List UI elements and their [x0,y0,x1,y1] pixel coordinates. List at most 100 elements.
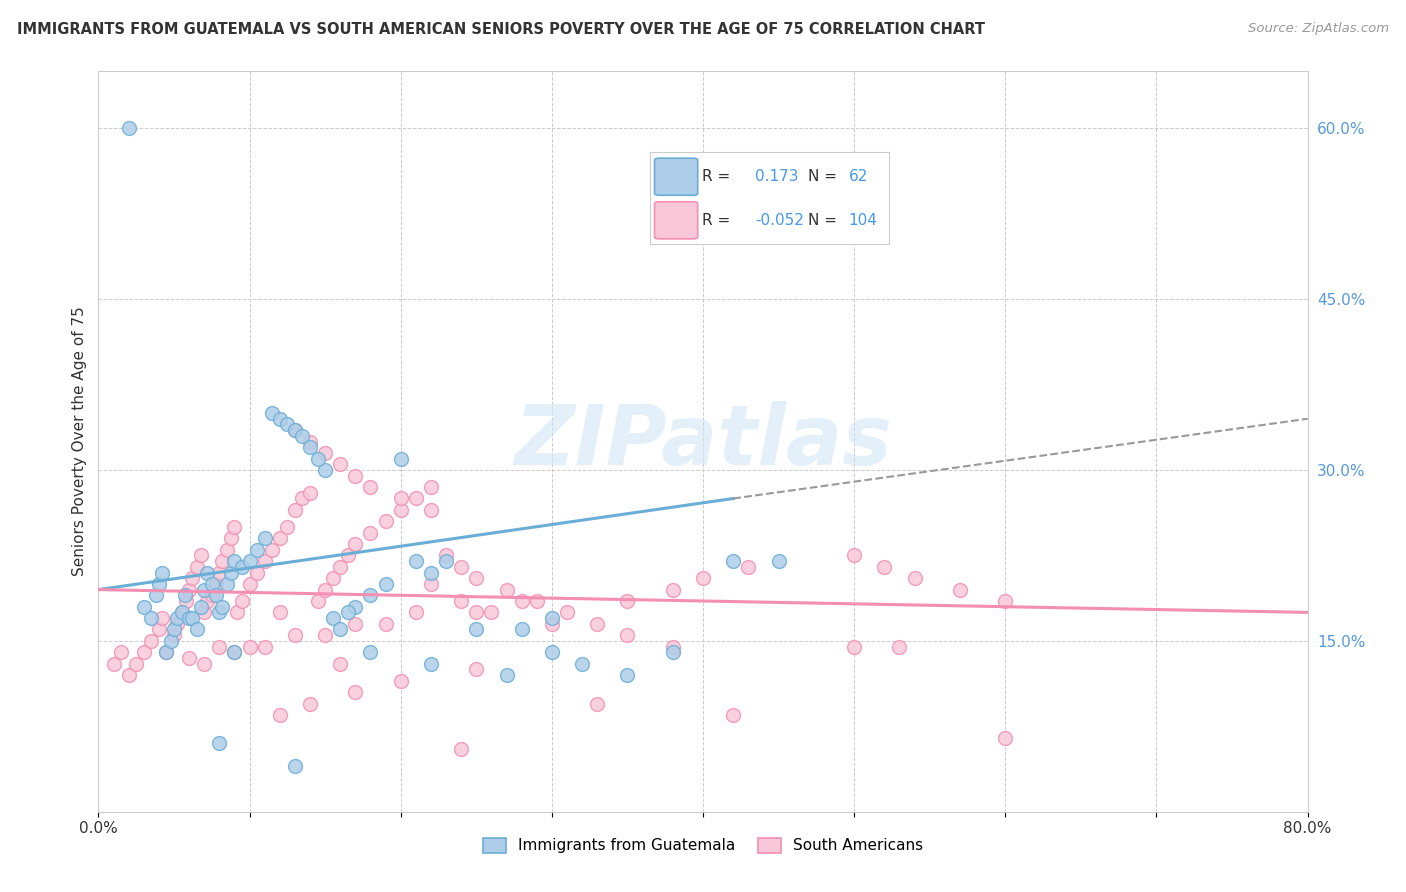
Point [166,611,188,625]
Point [420,566,443,580]
Point [181,611,204,625]
Point [163,623,186,637]
Point [132,645,155,659]
Point [616,594,638,608]
Point [125,657,148,671]
Point [118,121,141,136]
Point [231,594,253,608]
Point [360,480,382,494]
Text: -0.052: -0.052 [755,213,804,227]
Point [465,571,488,585]
Text: Source: ZipAtlas.com: Source: ZipAtlas.com [1249,22,1389,36]
Point [329,559,352,574]
Point [873,559,896,574]
Point [344,616,367,631]
Point [211,599,233,614]
Point [510,594,533,608]
Point [329,623,352,637]
Point [239,577,262,591]
Point [571,657,593,671]
Text: 62: 62 [849,169,868,185]
Point [723,554,745,568]
Point [276,520,298,534]
Point [155,645,177,659]
Point [193,657,215,671]
Point [661,640,683,654]
Point [389,503,412,517]
FancyBboxPatch shape [655,158,697,195]
Point [661,582,683,597]
Point [195,566,218,580]
Point [661,645,683,659]
Point [246,542,269,557]
Point [616,628,638,642]
Point [344,468,367,483]
Point [253,554,276,568]
Point [374,514,396,528]
Point [211,554,233,568]
Point [465,606,488,620]
Point [510,623,533,637]
Point [314,463,336,477]
Point [145,588,167,602]
Point [768,554,790,568]
Point [450,742,472,756]
Point [276,417,298,432]
Point [420,577,443,591]
Point [450,559,472,574]
Point [262,406,284,420]
Point [174,594,197,608]
Point [844,549,866,563]
Point [284,423,307,437]
Point [173,588,195,602]
Point [465,662,488,676]
Point [389,491,412,506]
Point [239,554,262,568]
Point [329,657,352,671]
Point [389,673,412,688]
Point [205,588,228,602]
Point [314,446,336,460]
Point [344,685,367,699]
Text: R =: R = [703,169,731,185]
Point [360,588,382,602]
Point [994,731,1017,745]
Point [336,606,359,620]
Point [307,594,329,608]
Point [193,606,215,620]
Point [420,503,443,517]
Point [215,577,238,591]
Point [360,645,382,659]
FancyBboxPatch shape [655,202,697,239]
Point [170,606,193,620]
Point [224,645,246,659]
Point [360,525,382,540]
Point [253,532,276,546]
Point [284,503,307,517]
Text: 0.173: 0.173 [755,169,799,185]
Point [215,542,238,557]
Point [299,434,322,449]
Point [616,668,638,682]
Point [314,628,336,642]
Point [179,651,201,665]
Point [208,736,231,750]
Point [495,582,517,597]
Point [221,566,243,580]
Point [201,588,224,602]
Point [344,599,367,614]
Point [307,451,329,466]
Point [231,559,253,574]
Point [481,606,503,620]
Point [336,549,359,563]
Point [434,549,457,563]
Point [186,559,208,574]
Point [110,645,132,659]
Point [269,411,291,425]
Point [150,566,173,580]
Point [170,606,193,620]
Point [322,611,344,625]
Point [322,571,344,585]
Point [405,554,427,568]
Point [201,577,224,591]
